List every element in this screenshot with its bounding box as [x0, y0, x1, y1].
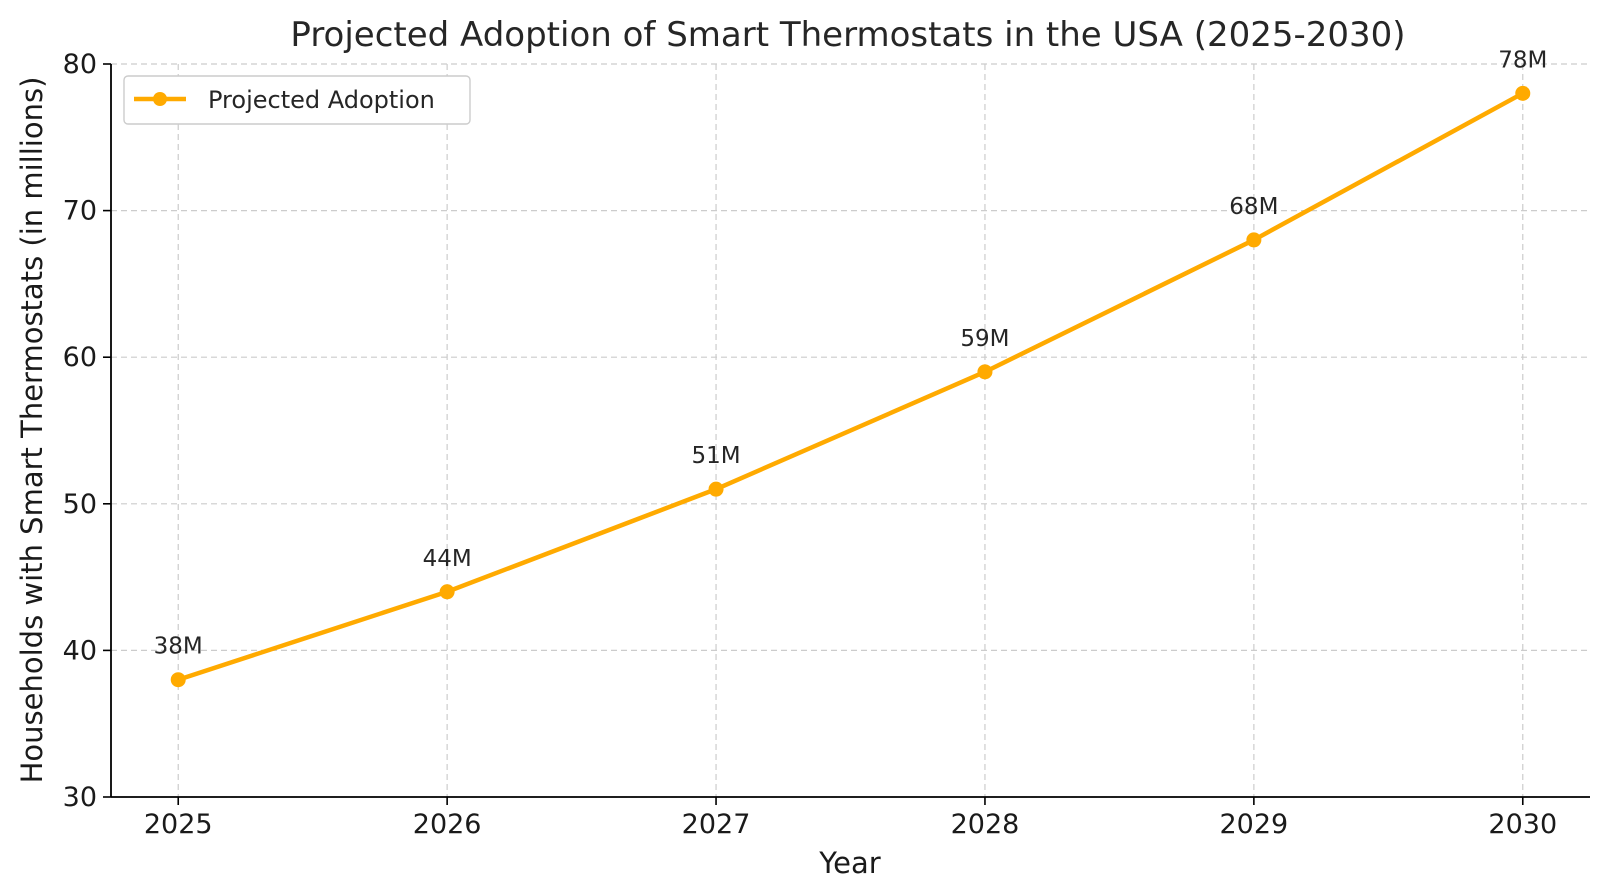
series-group [170, 85, 1531, 688]
x-tick-label: 2030 [1488, 809, 1557, 840]
data-point-label: 51M [691, 443, 740, 469]
y-axis-label: Households with Smart Thermostats (in mi… [15, 77, 49, 784]
x-tick-label: 2026 [413, 809, 482, 840]
x-tick-label: 2025 [144, 809, 213, 840]
y-tick-label: 40 [63, 635, 97, 666]
x-tick-label: 2027 [682, 809, 751, 840]
data-point-label: 38M [154, 634, 203, 660]
data-point-marker [1515, 85, 1531, 101]
data-point-label: 44M [423, 546, 472, 572]
y-tick-label: 70 [63, 196, 97, 227]
data-point-marker [439, 584, 455, 600]
data-point-label: 78M [1498, 47, 1547, 73]
y-tick-label: 50 [63, 489, 97, 520]
legend-marker-swatch [153, 92, 167, 106]
legend-label: Projected Adoption [208, 86, 435, 114]
x-tick-label: 2028 [951, 809, 1020, 840]
legend: Projected Adoption [123, 75, 471, 125]
data-labels: 38M 44M 51M 59M 68M 78M [154, 47, 1548, 659]
data-point-marker [708, 481, 724, 497]
x-tick-label: 2029 [1220, 809, 1289, 840]
series-line-projected-adoption [175, 91, 1526, 682]
y-tick-label: 30 [63, 782, 97, 813]
data-point-marker [170, 672, 186, 688]
legend-frame [123, 75, 471, 125]
axes: 2025 2026 2027 2028 2029 2030 30 40 50 60 70 80 [63, 49, 1590, 840]
y-tick-label: 60 [63, 342, 97, 373]
chart-title: Projected Adoption of Smart Thermostats … [290, 15, 1405, 55]
data-point-marker [977, 364, 993, 380]
data-point-marker [1246, 232, 1262, 248]
data-point-label: 68M [1229, 194, 1278, 220]
data-point-label: 59M [960, 326, 1009, 352]
y-tick-label: 80 [63, 49, 97, 80]
x-axis-label: Year [818, 846, 880, 880]
